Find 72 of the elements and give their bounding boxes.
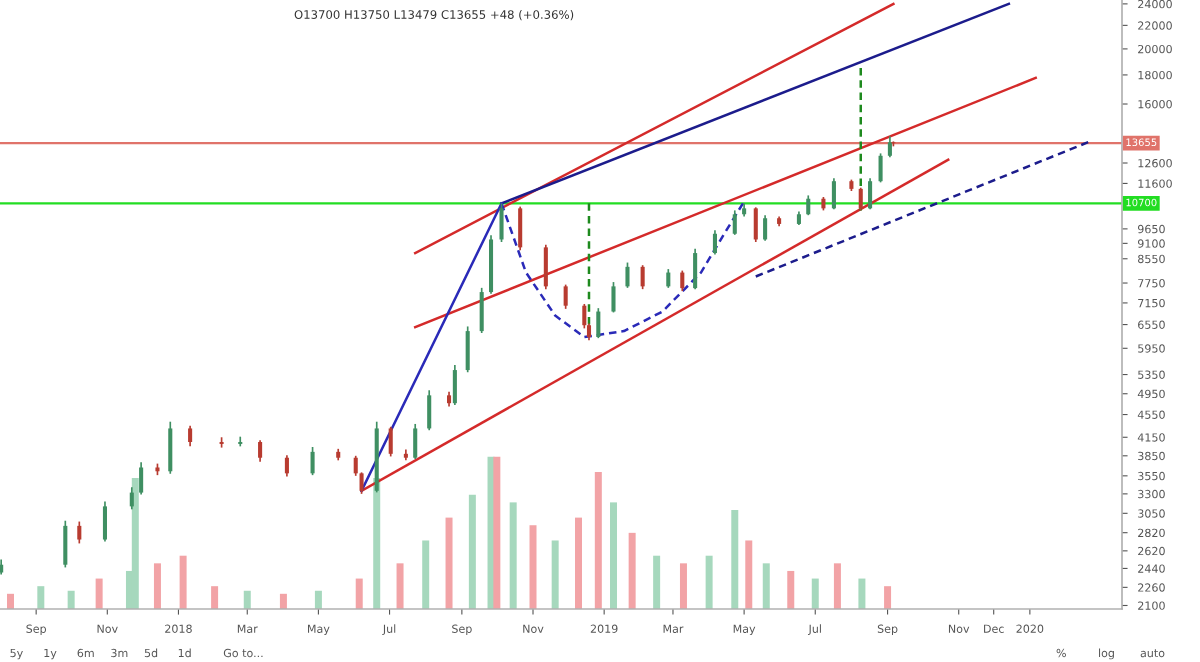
candlestick: [693, 248, 698, 290]
bar: [575, 517, 582, 610]
candlestick: [518, 205, 523, 252]
candlestick: [596, 307, 601, 339]
candlestick: [499, 202, 504, 243]
bar: [422, 540, 430, 610]
candlestick: [102, 500, 108, 543]
bar: [609, 502, 617, 610]
bar: [705, 555, 713, 610]
candlestick: [806, 194, 811, 217]
bar: [628, 532, 636, 610]
candlestick: [680, 269, 685, 292]
bar: [762, 563, 770, 610]
bar: [679, 563, 687, 610]
candlestick: [625, 261, 630, 289]
bar: [731, 509, 739, 610]
bar: [509, 502, 517, 610]
bar: [787, 570, 795, 610]
candlestick: [168, 420, 173, 475]
candlestick: [563, 283, 568, 310]
candlestick: [77, 520, 82, 545]
candlestick: [258, 439, 263, 463]
bar: [67, 590, 75, 610]
bar: [594, 471, 602, 610]
candlestick: [129, 486, 134, 511]
candlestick: [388, 425, 393, 458]
bar: [445, 517, 453, 610]
bar: [355, 578, 363, 610]
candlestick: [868, 177, 873, 211]
candlestick: [284, 454, 289, 478]
candlestick: [831, 177, 836, 211]
bar: [211, 586, 219, 610]
bar: [811, 578, 819, 610]
bar: [884, 586, 892, 610]
candlestick: [310, 446, 315, 476]
bar: [396, 563, 404, 610]
candlestick: [452, 364, 457, 406]
candlestick: [479, 287, 484, 334]
bar: [833, 563, 841, 610]
bar: [243, 590, 251, 610]
candlestick: [763, 214, 768, 242]
bar: [745, 540, 753, 610]
bar: [95, 578, 103, 610]
candlestick: [640, 264, 645, 290]
candlestick: [465, 325, 470, 374]
candlestick: [887, 135, 892, 159]
bar: [468, 494, 476, 610]
bar: [529, 525, 537, 610]
candlestick: [413, 423, 418, 460]
bar: [279, 593, 287, 610]
candlestick: [543, 243, 548, 290]
candlestick: [712, 229, 717, 256]
bar: [551, 540, 559, 610]
bar: [131, 477, 139, 610]
bar: [858, 578, 866, 610]
candlestick: [63, 519, 68, 569]
bar: [179, 555, 187, 610]
bar: [7, 593, 14, 610]
candlestick: [188, 424, 193, 448]
candlestick: [732, 209, 737, 236]
bar: [153, 563, 161, 610]
bar: [314, 590, 322, 610]
candlestick: [666, 268, 671, 289]
candlestick: [753, 206, 758, 243]
candlestick: [878, 152, 883, 184]
candlestick: [139, 461, 144, 496]
bar: [493, 456, 501, 610]
bar: [653, 555, 661, 610]
candlestick: [858, 186, 863, 212]
candlestick: [611, 281, 616, 314]
candlestick: [427, 389, 432, 432]
bar: [37, 586, 45, 610]
